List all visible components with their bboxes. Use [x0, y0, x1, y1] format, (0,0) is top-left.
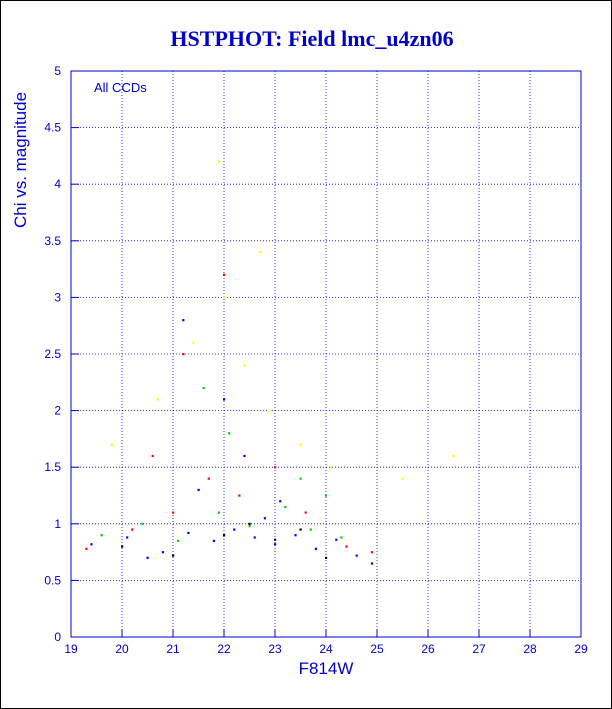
grid: [70, 70, 582, 638]
data-point: [314, 547, 317, 550]
data-point: [207, 477, 210, 480]
data-point: [370, 562, 374, 565]
data-point: [212, 539, 215, 542]
annotation-label: All CCDs: [94, 80, 147, 95]
data-point: [299, 477, 302, 480]
data-point: [253, 536, 256, 539]
data-point: [325, 556, 328, 559]
data-point: [192, 341, 195, 344]
data-point: [121, 545, 124, 548]
data-point: [217, 511, 221, 514]
x-tick-label: 28: [523, 642, 537, 656]
data-point: [279, 500, 282, 503]
data-point: [228, 432, 231, 435]
data-point: [355, 554, 358, 557]
data-point: [172, 511, 175, 514]
data-point: [217, 160, 221, 163]
data-point: [340, 536, 343, 539]
data-point: [274, 466, 277, 469]
y-tick-label: 2: [54, 404, 61, 418]
data-point: [274, 538, 277, 541]
x-tick-label: 27: [472, 642, 486, 656]
x-axis-label: F814W: [299, 659, 354, 678]
x-tick-label: 26: [421, 642, 435, 656]
data-point: [182, 353, 185, 356]
data-point: [401, 477, 404, 480]
data-point: [345, 545, 348, 548]
data-point: [335, 538, 338, 541]
data-point: [223, 296, 226, 299]
data-point: [223, 534, 226, 537]
data-point: [243, 364, 246, 367]
data-point: [274, 543, 277, 546]
data-point: [161, 551, 164, 554]
y-tick-label: 2.5: [44, 347, 61, 361]
data-point: [146, 556, 149, 559]
y-tick-label: 3: [54, 290, 61, 304]
data-point: [284, 505, 287, 509]
x-tick-label: 24: [319, 642, 333, 656]
data-point: [258, 251, 261, 254]
x-tick-labels: 19 20 21 22 23 24 25 26 27 28 29: [64, 629, 588, 656]
data-point: [299, 528, 302, 531]
y-tick-label: 4: [54, 177, 61, 191]
x-tick-label: 29: [574, 642, 588, 656]
data-point: [268, 409, 272, 412]
data-point: [151, 454, 154, 458]
y-axis-label: Chi vs. magnitude: [11, 92, 30, 228]
y-tick-label: 0.5: [44, 573, 61, 587]
data-point: [452, 454, 455, 458]
data-point: [177, 539, 180, 542]
data-point: [325, 494, 328, 497]
data-point: [299, 443, 302, 446]
y-tick-label: 4.5: [44, 121, 61, 135]
data-point: [100, 534, 103, 537]
x-tick-label: 21: [166, 642, 180, 656]
data-point: [304, 511, 307, 514]
data-point: [248, 522, 251, 525]
data-point: [263, 517, 266, 520]
data-point: [243, 454, 246, 458]
chart-title: HSTPHOT: Field lmc_u4zn06: [170, 26, 453, 51]
data-point: [294, 534, 297, 537]
x-tick-label: 23: [268, 642, 282, 656]
data-point: [187, 531, 190, 535]
data-point: [233, 528, 236, 531]
data-point: [182, 319, 185, 322]
data-point: [330, 466, 333, 469]
y-tick-label: 1: [54, 517, 61, 531]
data-point: [90, 543, 93, 546]
data-point: [85, 547, 88, 550]
data-point: [370, 551, 374, 554]
x-tick-label: 20: [115, 642, 129, 656]
data-point: [248, 525, 251, 528]
x-tick-label: 19: [64, 642, 78, 656]
y-tick-labels: 0 0.5 1 1.5 2 2.5 3 3.5 4 4.5 5: [44, 64, 79, 644]
y-tick-label: 5: [54, 64, 61, 78]
data-point: [110, 443, 113, 446]
data-point: [309, 528, 312, 531]
data-point: [172, 554, 175, 557]
x-tick-label: 25: [370, 642, 384, 656]
data-point: [141, 522, 144, 525]
y-tick-label: 0: [54, 630, 61, 644]
data-point: [223, 273, 226, 276]
y-tick-label: 1.5: [44, 460, 61, 474]
x-tick-label: 22: [217, 642, 231, 656]
data-point: [223, 398, 226, 401]
data-point: [202, 386, 205, 390]
y-tick-label: 3.5: [44, 234, 61, 248]
data-point: [156, 398, 159, 401]
data-point: [197, 488, 200, 492]
data-points: [85, 160, 455, 565]
data-point: [131, 528, 134, 531]
data-point: [126, 536, 129, 539]
data-point: [238, 494, 241, 497]
